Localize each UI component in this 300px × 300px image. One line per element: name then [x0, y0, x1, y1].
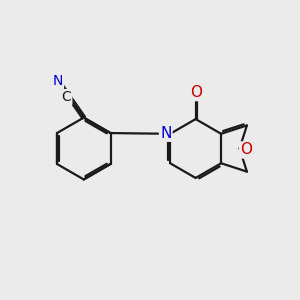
Text: C: C [61, 90, 71, 104]
Text: O: O [190, 85, 202, 100]
Text: N: N [160, 126, 171, 141]
Text: O: O [240, 142, 252, 158]
Text: N: N [52, 74, 63, 88]
